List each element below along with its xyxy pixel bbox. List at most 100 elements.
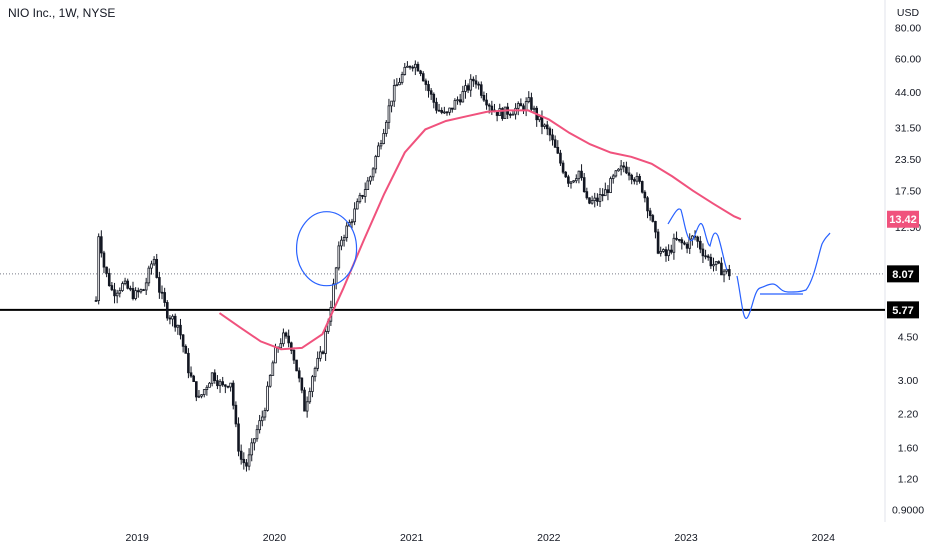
candle-body (604, 189, 607, 197)
candle-body (559, 152, 562, 164)
candle-body (150, 263, 153, 269)
candle-body (424, 80, 428, 85)
drawn-projection-peaks (667, 208, 728, 271)
candle-body (361, 194, 364, 197)
candle-body (311, 376, 314, 392)
candle-body (123, 280, 127, 284)
candle-body (295, 359, 298, 372)
y-tick-label: 2.20 (898, 408, 919, 420)
candle-body (97, 236, 100, 301)
candle-body (345, 225, 349, 239)
candle-body (551, 134, 554, 141)
candle-body (580, 170, 583, 179)
candle-body (614, 170, 618, 177)
candle-body (714, 261, 718, 265)
candle-body (136, 290, 140, 293)
candle-body (197, 395, 201, 398)
candle-body (221, 381, 225, 386)
candle-body (648, 210, 652, 216)
candle-body (189, 372, 193, 377)
candle-body (654, 221, 657, 233)
candle-body (696, 236, 699, 242)
candle-body (107, 272, 111, 286)
candle-body (292, 349, 296, 361)
candle-body (590, 200, 594, 204)
candle-body (160, 291, 164, 294)
candle-body (675, 237, 678, 240)
y-tick-label: 60.00 (895, 53, 921, 65)
candle-body (216, 380, 219, 387)
candle-body (113, 289, 116, 297)
candle-body (456, 99, 459, 102)
candle-body (305, 401, 309, 412)
candle-body (448, 107, 451, 113)
candle-body (258, 420, 261, 431)
candle-body (287, 335, 290, 344)
candle-body (163, 292, 166, 303)
x-tick-label: 2024 (812, 532, 836, 544)
candle-body (118, 290, 122, 294)
candle-body (321, 351, 325, 354)
candle-body (556, 146, 560, 154)
candle-body (195, 381, 198, 398)
candle-body (400, 74, 404, 83)
candle-body (625, 166, 628, 174)
candle-body (242, 458, 246, 464)
candle-body (129, 287, 132, 290)
candle-body (553, 139, 557, 148)
y-tick-label: 23.50 (895, 154, 921, 166)
candle-body (173, 315, 177, 328)
candle-body (406, 65, 409, 68)
candle-body (606, 189, 610, 194)
candle-body (720, 262, 723, 276)
currency-label: USD (897, 7, 920, 19)
candle-body (485, 99, 488, 106)
chart-title: NIO Inc., 1W, NYSE (8, 6, 116, 20)
candle-body (379, 143, 383, 147)
candle-body (165, 302, 169, 319)
candle-body (100, 236, 103, 254)
candle-body (239, 450, 243, 460)
candle-body (495, 111, 499, 116)
candle-body (168, 317, 172, 320)
ma-price-tag-bg (887, 210, 919, 228)
y-tick-label: 1.60 (898, 443, 919, 455)
candle-body (387, 105, 391, 123)
candle-body (453, 100, 457, 110)
candle-body (540, 116, 544, 127)
candle-body (408, 65, 412, 68)
candle-body (532, 107, 536, 110)
candle-body (300, 377, 304, 391)
candle-body (377, 145, 380, 157)
candle-body (543, 124, 546, 127)
candle-body (231, 382, 235, 406)
candle-body (582, 177, 586, 193)
candle-body (511, 113, 515, 116)
candle-body (487, 104, 491, 107)
candle-body (245, 462, 248, 467)
candle-body (704, 255, 707, 258)
candle-body (664, 249, 668, 257)
candle-body (662, 249, 665, 252)
y-tick-label: 31.50 (895, 123, 921, 135)
candle-body (398, 81, 401, 86)
candle-body (667, 249, 670, 257)
candle-body (561, 162, 565, 173)
candle-body (363, 189, 367, 197)
candle-body (677, 238, 681, 241)
candle-body (530, 97, 533, 110)
candle-body (577, 170, 581, 180)
y-tick-label: 0.9000 (892, 504, 924, 516)
candle-body (353, 208, 356, 223)
candle-body (569, 181, 573, 184)
candle-body (155, 258, 159, 278)
candle-body (596, 197, 599, 202)
candle-body (450, 107, 454, 110)
candle-body (712, 264, 715, 267)
candle-body (427, 84, 430, 92)
candle-body (701, 248, 705, 257)
candle-body (121, 283, 124, 291)
candle-body (472, 78, 475, 82)
